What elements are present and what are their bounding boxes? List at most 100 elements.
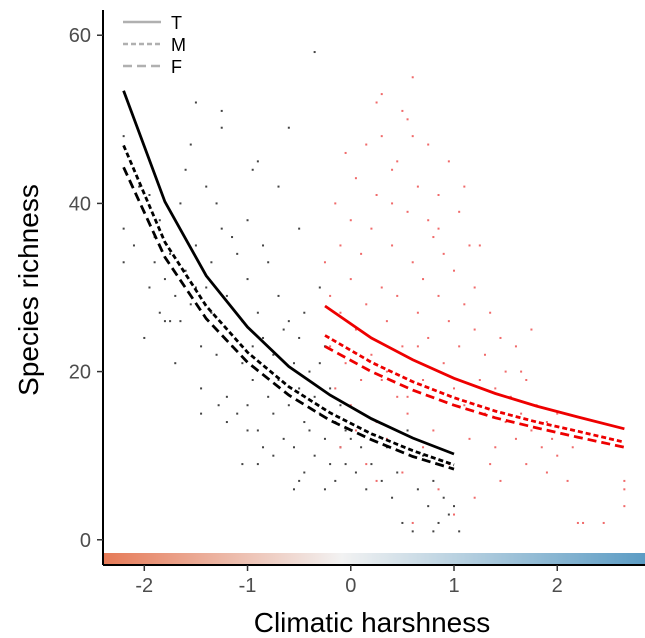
point-black-28 <box>215 353 218 356</box>
point-black-23 <box>200 387 203 390</box>
x-tick-label-2: 2 <box>552 575 563 597</box>
point-red-81 <box>556 454 559 457</box>
point-red-118 <box>380 379 383 381</box>
point-red-119 <box>406 395 409 398</box>
point-red-66 <box>499 336 502 339</box>
point-red-82 <box>556 412 559 415</box>
point-red-99 <box>463 185 466 188</box>
point-red-78 <box>545 421 548 424</box>
point-red-93 <box>411 135 414 138</box>
point-black-108 <box>365 488 368 491</box>
point-black-103 <box>334 479 337 482</box>
point-red-13 <box>354 177 357 180</box>
point-black-110 <box>380 479 383 482</box>
point-red-73 <box>525 379 528 381</box>
point-black-0 <box>122 261 125 264</box>
point-red-79 <box>545 471 548 474</box>
point-red-35 <box>411 76 414 79</box>
point-red-25 <box>385 370 388 373</box>
point-red-63 <box>489 311 492 314</box>
point-black-100 <box>272 454 275 457</box>
point-red-46 <box>442 362 445 365</box>
point-black-50 <box>277 379 280 381</box>
point-black-16 <box>179 320 182 323</box>
point-red-54 <box>463 303 466 306</box>
point-red-9 <box>349 219 352 222</box>
point-red-34 <box>411 261 414 264</box>
point-red-90 <box>623 479 626 482</box>
point-red-58 <box>473 328 476 331</box>
point-red-61 <box>483 353 486 356</box>
point-black-46 <box>267 395 270 398</box>
point-black-128 <box>246 429 249 432</box>
y-tick-label-40: 40 <box>69 193 91 215</box>
point-black-73 <box>292 488 295 491</box>
point-red-101 <box>416 345 419 348</box>
legend-label-M: M <box>171 35 186 55</box>
point-black-47 <box>272 353 275 356</box>
legend: TMF <box>123 13 186 77</box>
point-red-111 <box>354 429 357 432</box>
point-red-27 <box>391 244 394 247</box>
point-black-66 <box>323 437 326 440</box>
point-black-90 <box>298 227 301 230</box>
point-black-83 <box>313 51 316 54</box>
point-black-122 <box>442 496 445 499</box>
point-black-61 <box>308 429 311 432</box>
point-black-15 <box>174 362 177 365</box>
point-red-105 <box>437 488 440 491</box>
point-black-82 <box>220 109 223 112</box>
point-black-60 <box>308 370 311 373</box>
point-red-89 <box>623 505 626 508</box>
colorbar-strip <box>103 553 645 564</box>
point-red-5 <box>339 244 342 247</box>
point-red-117 <box>530 328 533 331</box>
point-red-95 <box>396 160 399 163</box>
legend-label-T: T <box>171 13 182 33</box>
point-black-24 <box>205 185 208 188</box>
x-tick-label-0: 0 <box>345 575 356 597</box>
point-red-96 <box>437 227 440 230</box>
point-red-59 <box>473 286 476 289</box>
point-black-59 <box>303 471 306 474</box>
point-red-52 <box>458 210 461 213</box>
point-red-108 <box>453 513 456 516</box>
x-tick-label-1: 1 <box>448 575 459 597</box>
point-black-74 <box>256 463 259 466</box>
point-red-37 <box>416 185 419 188</box>
point-red-80 <box>551 437 554 440</box>
point-red-77 <box>540 446 543 449</box>
point-black-21 <box>194 244 197 247</box>
point-red-48 <box>447 160 450 163</box>
point-black-117 <box>416 488 419 491</box>
point-black-129 <box>251 345 254 348</box>
point-red-100 <box>478 244 481 247</box>
point-red-83 <box>566 479 569 482</box>
legend-label-F: F <box>171 57 182 77</box>
point-red-26 <box>391 168 394 171</box>
point-red-107 <box>499 479 502 482</box>
point-red-74 <box>525 463 528 466</box>
point-red-98 <box>391 202 394 205</box>
point-red-42 <box>432 236 435 239</box>
point-black-96 <box>153 261 156 264</box>
point-red-91 <box>380 93 383 96</box>
point-red-92 <box>406 118 409 121</box>
point-black-76 <box>169 320 172 323</box>
point-red-30 <box>401 109 404 112</box>
point-black-68 <box>329 463 332 466</box>
point-red-16 <box>365 143 368 146</box>
point-red-64 <box>494 387 497 390</box>
point-black-44 <box>262 336 265 339</box>
point-red-1 <box>329 294 332 297</box>
point-red-7 <box>344 151 347 154</box>
point-red-115 <box>489 463 492 466</box>
x-axis-title: Climatic harshness <box>254 607 491 638</box>
point-black-2 <box>122 135 125 138</box>
point-red-47 <box>442 252 445 255</box>
point-black-26 <box>210 311 213 314</box>
point-black-70 <box>339 404 342 407</box>
point-black-13 <box>169 252 172 255</box>
